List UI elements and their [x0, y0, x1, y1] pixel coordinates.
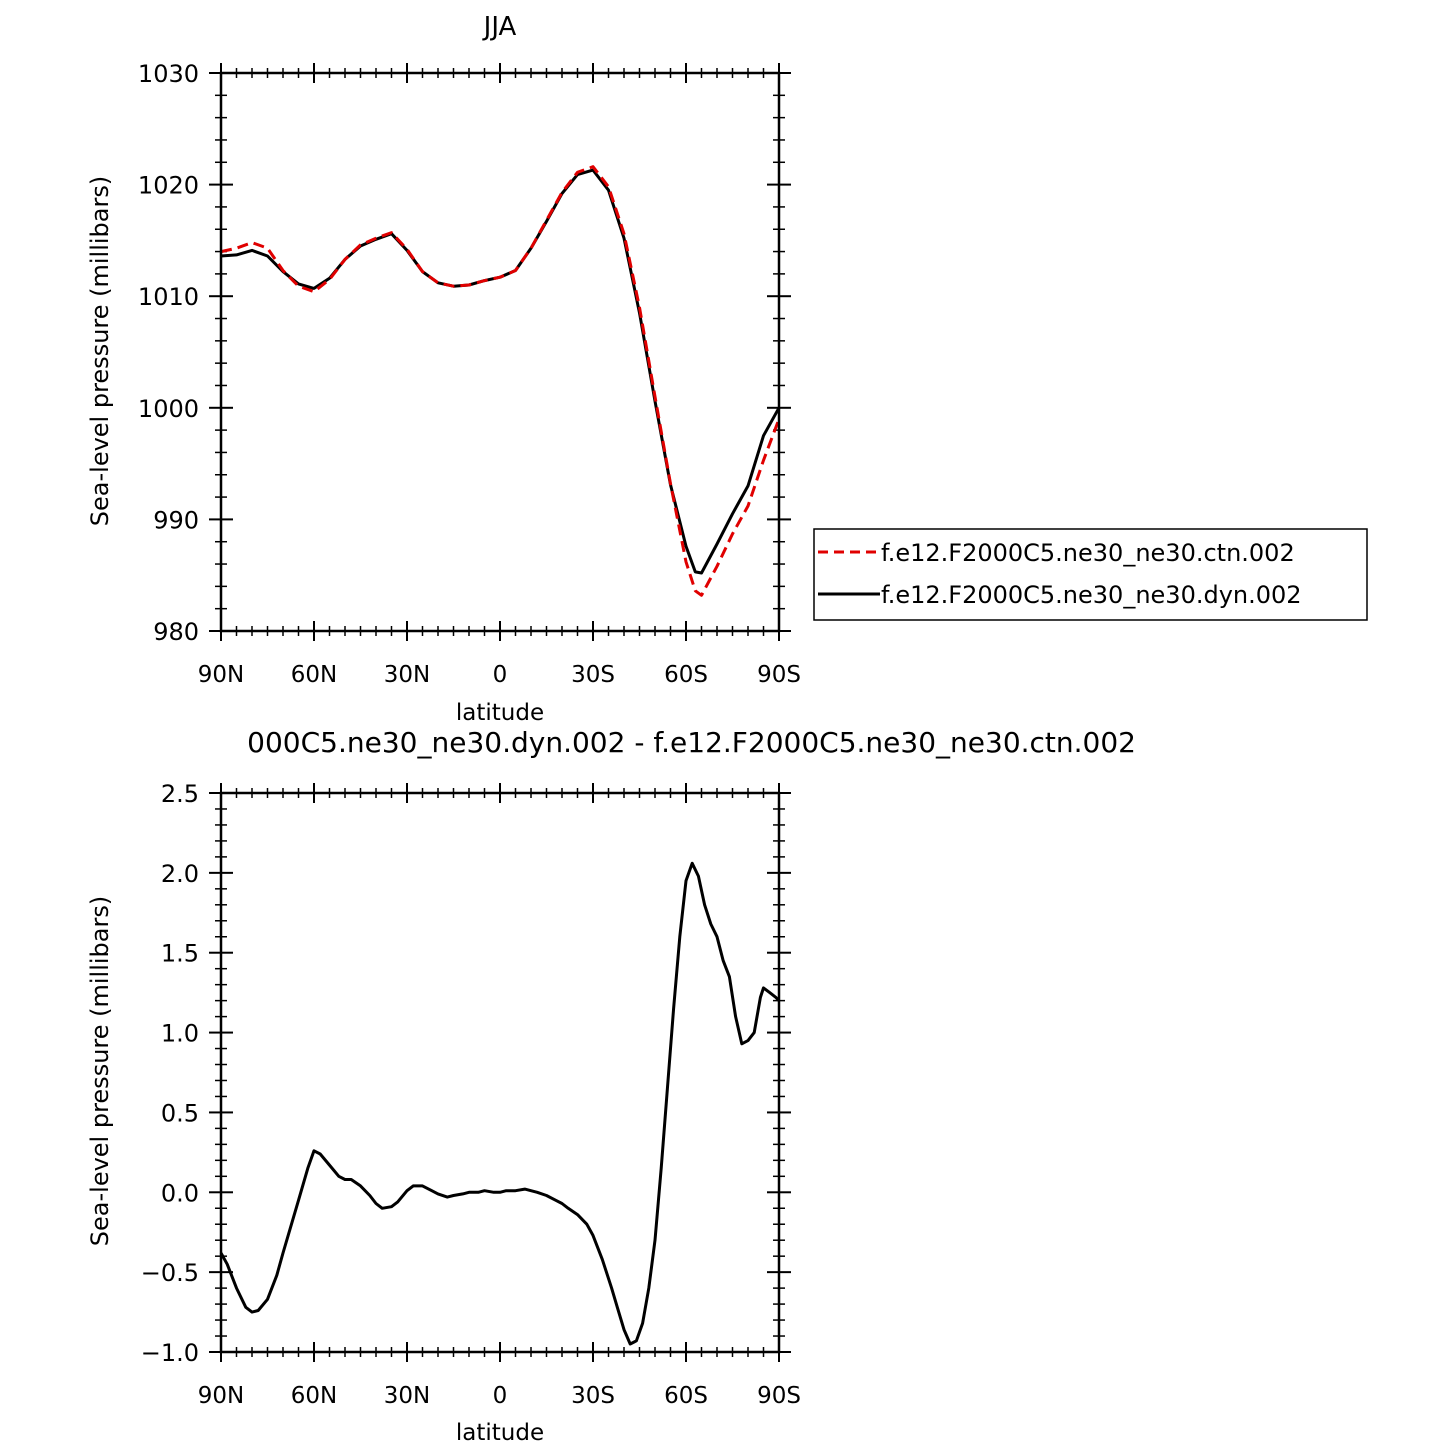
top-chart-y-axis-label: Sea-level pressure (millibars): [86, 176, 114, 526]
legend-label-dyn: f.e12.F2000C5.ne30_ne30.dyn.002: [881, 581, 1302, 609]
top-y-tick-label: 1020: [138, 172, 199, 200]
top-chart-plot-frame: [219, 71, 781, 633]
top-x-tick-label: 60N: [291, 662, 337, 688]
top-x-tick-label: 90S: [757, 662, 801, 688]
bottom-series-line-0: [219, 861, 781, 1346]
top-y-tick-label: 1010: [138, 283, 199, 311]
top-y-tick-label: 980: [153, 618, 199, 646]
top-chart-x-axis-label: latitude: [456, 700, 544, 726]
bottom-y-tick-label: 1.0: [161, 1020, 199, 1048]
top-chart-series: [220, 165, 781, 597]
bottom-chart-plot-frame: [219, 791, 781, 1354]
bottom-y-tick-label: 2.0: [161, 860, 199, 888]
bottom-y-tick-label: 0.5: [161, 1099, 199, 1127]
top-series-line-1: [220, 168, 781, 575]
top-y-tick-label: 1030: [138, 60, 199, 88]
legend-label-ctn: f.e12.F2000C5.ne30_ne30.ctn.002: [881, 539, 1295, 567]
top-y-tick-label: 1000: [138, 395, 199, 423]
bottom-y-tick-label: 1.5: [161, 940, 199, 968]
bottom-x-tick-label: 60S: [664, 1383, 708, 1409]
top-chart-panel: JJA Sea-level pressure (millibars) latit…: [86, 12, 1368, 726]
top-series-line-0: [220, 165, 781, 597]
legend-box: [813, 528, 1368, 621]
bottom-chart-series: [219, 861, 781, 1346]
bottom-x-tick-label: 60N: [291, 1383, 337, 1409]
top-x-tick-label: 90N: [198, 662, 244, 688]
top-chart-title: JJA: [482, 12, 517, 42]
bottom-x-tick-label: 30S: [571, 1383, 615, 1409]
bottom-x-tick-label: 30N: [384, 1383, 430, 1409]
bottom-chart-x-axis-label: latitude: [456, 1420, 544, 1446]
bottom-y-tick-label: −1.0: [141, 1339, 199, 1367]
bottom-chart-y-axis-label: Sea-level pressure (millibars): [86, 896, 114, 1246]
top-x-tick-label: 60S: [664, 662, 708, 688]
top-x-tick-label: 0: [493, 662, 508, 688]
top-x-tick-label: 30N: [384, 662, 430, 688]
bottom-chart-ticks: 90N 60N 30N 0 30S 60S 90S 2.5 2.0 1.5 1.0 0.5 0.0 −0.…: [141, 780, 801, 1409]
bottom-chart-panel: 000C5.ne30_ne30.dyn.002 - f.e12.F2000C5.…: [86, 726, 1136, 1446]
top-y-tick-label: 990: [153, 506, 199, 534]
bottom-y-tick-label: −0.5: [141, 1259, 199, 1287]
top-x-tick-label: 30S: [571, 662, 615, 688]
bottom-chart-title: 000C5.ne30_ne30.dyn.002 - f.e12.F2000C5.…: [247, 726, 1136, 759]
bottom-y-tick-label: 0.0: [161, 1179, 199, 1207]
bottom-x-tick-label: 90N: [198, 1383, 244, 1409]
bottom-x-tick-label: 0: [493, 1383, 508, 1409]
legend: f.e12.F2000C5.ne30_ne30.ctn.002 f.e12.F2…: [813, 528, 1368, 621]
bottom-y-tick-label: 2.5: [161, 780, 199, 808]
bottom-x-tick-label: 90S: [757, 1383, 801, 1409]
